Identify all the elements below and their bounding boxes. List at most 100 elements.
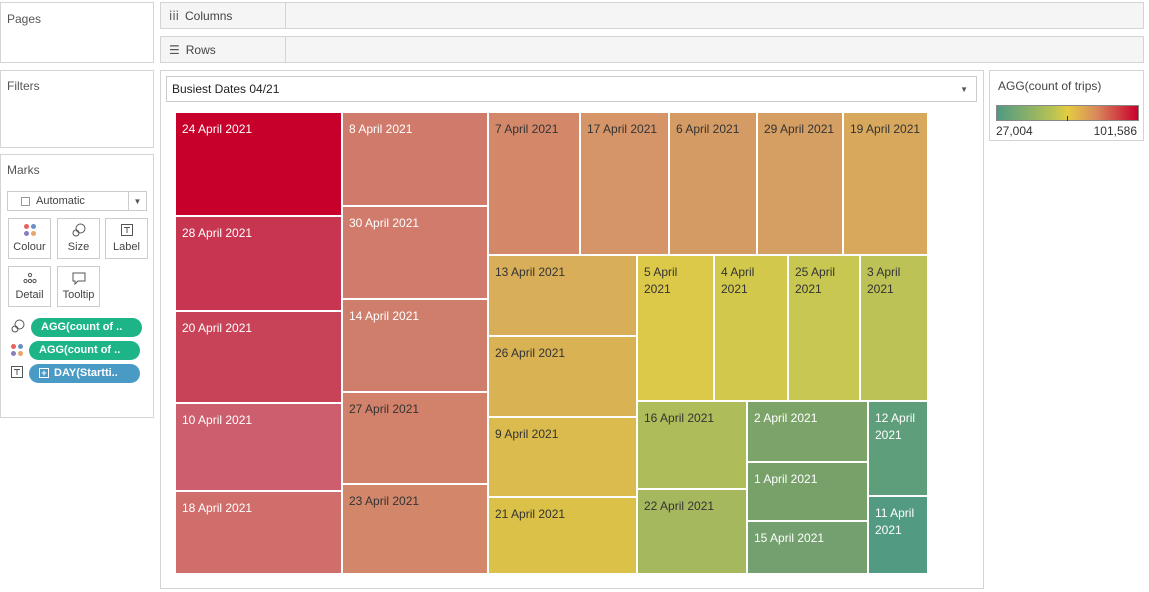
tooltip-button-label: Tooltip: [62, 289, 95, 301]
columns-icon: iii: [169, 8, 180, 23]
columns-shelf-label: iii Columns: [161, 3, 286, 28]
treemap-tile-label: 2 April 2021: [754, 411, 818, 425]
size-icon: [58, 219, 99, 241]
treemap-tile-label: 30 April 2021: [349, 216, 420, 230]
columns-shelf[interactable]: iii Columns: [160, 2, 1144, 29]
size-button[interactable]: Size: [57, 218, 100, 259]
size-field-pill[interactable]: AGG(count of ..: [31, 317, 142, 337]
treemap-tile-label: 7 April 2021: [495, 122, 559, 136]
treemap-tile[interactable]: 29 April 2021: [757, 112, 843, 255]
colour-button-label: Colour: [13, 241, 46, 253]
rows-icon: ☰: [169, 42, 180, 57]
chevron-down-icon[interactable]: ▼: [128, 192, 146, 210]
treemap-tile[interactable]: 3 April 2021: [860, 255, 928, 401]
treemap-tile-label: 15 April 2021: [754, 531, 825, 545]
treemap-tile-label: 14 April 2021: [349, 309, 420, 323]
label-field-pill[interactable]: + DAY(Startti..: [29, 363, 140, 383]
legend-max-value: 101,586: [1093, 124, 1137, 138]
rows-shelf-label: ☰ Rows: [161, 37, 286, 62]
mark-type-icon: [21, 196, 30, 206]
treemap-tile[interactable]: 28 April 2021: [175, 216, 342, 311]
treemap-tile[interactable]: 26 April 2021: [488, 336, 637, 417]
treemap-tile-label: 20 April 2021: [182, 321, 253, 335]
treemap-tile[interactable]: 18 April 2021: [175, 491, 342, 574]
filters-pane[interactable]: Filters: [0, 70, 154, 148]
size-field-row: AGG(count of ..: [11, 317, 142, 337]
treemap-tile[interactable]: 1 April 2021: [747, 462, 868, 521]
treemap-tile-label: 3 April 2021: [867, 265, 901, 296]
size-button-label: Size: [67, 241, 90, 253]
treemap-tile-label: 23 April 2021: [349, 494, 420, 508]
tooltip-icon: [58, 267, 99, 289]
colour-button[interactable]: Colour: [8, 218, 51, 259]
sheet-title: Busiest Dates 04/21: [172, 82, 280, 96]
treemap-tile[interactable]: 10 April 2021: [175, 403, 342, 491]
treemap-tile-label: 6 April 2021: [676, 122, 740, 136]
rows-shelf-text: Rows: [185, 42, 216, 57]
marks-pane-title: Marks: [7, 163, 40, 177]
treemap-tile-label: 21 April 2021: [495, 507, 566, 521]
colour-field-row: AGG(count of ..: [11, 340, 140, 360]
treemap-tile[interactable]: 5 April 2021: [637, 255, 714, 401]
colour-icon: [11, 344, 23, 356]
treemap-tile[interactable]: 13 April 2021: [488, 255, 637, 336]
treemap-tile[interactable]: 11 April 2021: [868, 496, 928, 574]
treemap-tile[interactable]: 19 April 2021: [843, 112, 928, 255]
treemap-tile-label: 9 April 2021: [495, 427, 559, 441]
treemap-tile-label: 26 April 2021: [495, 346, 566, 360]
label-button[interactable]: Label: [105, 218, 148, 259]
sheet-title-dropdown[interactable]: Busiest Dates 04/21 ▼: [166, 76, 977, 102]
filters-pane-title: Filters: [7, 79, 40, 93]
label-button-label: Label: [113, 241, 140, 253]
treemap-tile[interactable]: 27 April 2021: [342, 392, 488, 484]
treemap-tile[interactable]: 16 April 2021: [637, 401, 747, 489]
colour-field-pill[interactable]: AGG(count of ..: [29, 340, 140, 360]
treemap-tile[interactable]: 14 April 2021: [342, 299, 488, 392]
colour-legend[interactable]: AGG(count of trips) 27,004 101,586: [989, 70, 1144, 141]
treemap-tile[interactable]: 22 April 2021: [637, 489, 747, 574]
treemap-tile-label: 10 April 2021: [182, 413, 253, 427]
treemap-tile[interactable]: 23 April 2021: [342, 484, 488, 574]
treemap-tile-label: 29 April 2021: [764, 122, 835, 136]
treemap-tile-label: 4 April 2021: [721, 265, 755, 296]
treemap-tile-label: 19 April 2021: [850, 122, 921, 136]
legend-title: AGG(count of trips): [998, 79, 1102, 93]
treemap-tile-label: 28 April 2021: [182, 226, 253, 240]
mark-type-label: Automatic: [36, 195, 85, 207]
rows-drop-area[interactable]: [286, 37, 1143, 62]
treemap-tile[interactable]: 15 April 2021: [747, 521, 868, 574]
treemap-tile[interactable]: 20 April 2021: [175, 311, 342, 403]
size-icon: [11, 319, 25, 336]
detail-button[interactable]: Detail: [8, 266, 51, 307]
treemap-tile-label: 25 April 2021: [795, 265, 836, 296]
chevron-down-icon[interactable]: ▼: [960, 85, 968, 94]
text-label-icon: [106, 219, 147, 241]
rows-shelf[interactable]: ☰ Rows: [160, 36, 1144, 63]
treemap-tile[interactable]: 30 April 2021: [342, 206, 488, 299]
treemap-tile[interactable]: 17 April 2021: [580, 112, 669, 255]
treemap-tile[interactable]: 2 April 2021: [747, 401, 868, 462]
treemap-tile[interactable]: 6 April 2021: [669, 112, 757, 255]
mark-type-dropdown[interactable]: Automatic ▼: [7, 191, 147, 211]
treemap-tile[interactable]: 7 April 2021: [488, 112, 580, 255]
columns-drop-area[interactable]: [286, 3, 1143, 28]
treemap-tile[interactable]: 25 April 2021: [788, 255, 860, 401]
treemap-tile[interactable]: 9 April 2021: [488, 417, 637, 497]
treemap-tile[interactable]: 24 April 2021: [175, 112, 342, 216]
treemap-tile[interactable]: 12 April 2021: [868, 401, 928, 496]
text-label-icon: [11, 365, 23, 381]
expand-plus-icon[interactable]: +: [39, 368, 49, 378]
treemap-tile[interactable]: 8 April 2021: [342, 112, 488, 206]
treemap-tile-label: 1 April 2021: [754, 472, 818, 486]
treemap-tile[interactable]: 21 April 2021: [488, 497, 637, 574]
colour-icon: [9, 219, 50, 241]
treemap-tile-label: 24 April 2021: [182, 122, 253, 136]
treemap-tile-label: 27 April 2021: [349, 402, 420, 416]
treemap-tile[interactable]: 4 April 2021: [714, 255, 788, 401]
treemap-tile-label: 5 April 2021: [644, 265, 678, 296]
pages-pane[interactable]: Pages: [0, 2, 154, 63]
legend-min-value: 27,004: [996, 124, 1033, 138]
treemap: 24 April 2021 28 April 2021 20 April 2021 1…: [175, 112, 928, 574]
treemap-tile-label: 17 April 2021: [587, 122, 658, 136]
tooltip-button[interactable]: Tooltip: [57, 266, 100, 307]
